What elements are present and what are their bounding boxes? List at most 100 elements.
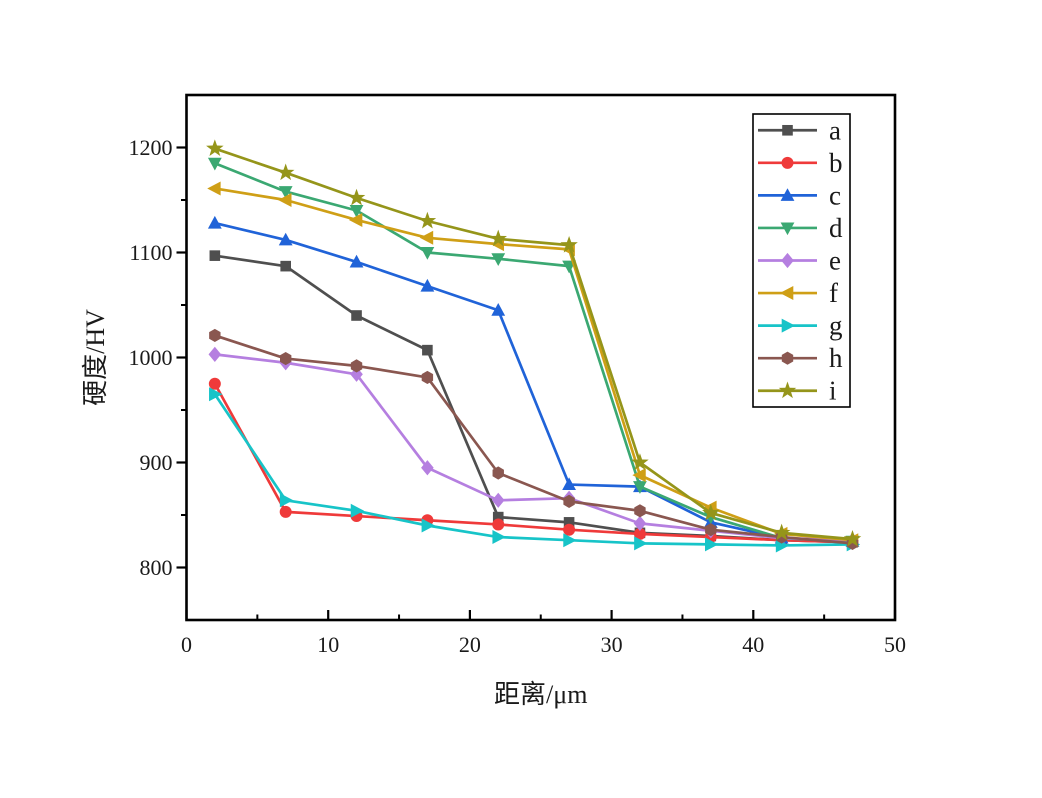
- legend-label-h: h: [829, 343, 843, 373]
- legend-item-c: c: [758, 180, 841, 210]
- y-axis-tick-label: 1000: [129, 345, 173, 370]
- triangle-right-marker: [563, 533, 577, 548]
- circle-marker: [208, 377, 221, 390]
- triangle-left-marker: [348, 212, 363, 227]
- legend-item-a: a: [758, 115, 841, 145]
- square-marker: [492, 511, 504, 523]
- y-axis-tick-label: 1200: [129, 135, 173, 160]
- legend-label-f: f: [829, 278, 838, 308]
- series-g: [209, 387, 861, 553]
- triangle-up-marker: [278, 232, 293, 246]
- legend-item-h: h: [758, 343, 843, 373]
- hexagon-marker: [350, 359, 363, 373]
- x-axis-tick-label: 40: [742, 632, 764, 657]
- legend-label-i: i: [829, 376, 837, 406]
- star-marker: [206, 139, 224, 156]
- diamond-marker: [781, 252, 794, 269]
- triangle-right-marker: [704, 537, 719, 552]
- hexagon-marker: [781, 351, 794, 365]
- x-axis-tick-label: 30: [601, 632, 623, 657]
- x-axis-tick-label: 20: [459, 632, 481, 657]
- diamond-marker: [491, 492, 505, 508]
- star-marker: [702, 503, 720, 521]
- triangle-right-marker: [781, 318, 796, 333]
- series-line-f: [214, 187, 853, 542]
- star-marker: [843, 529, 862, 547]
- circle-marker: [781, 156, 794, 169]
- triangle-left-marker: [278, 193, 292, 207]
- triangle-up-marker: [491, 303, 506, 316]
- triangle-left-marker: [779, 286, 794, 301]
- triangle-down-marker: [349, 205, 364, 218]
- x-axis-tick-label: 0: [181, 632, 192, 657]
- x-axis-tick-label: 10: [317, 632, 339, 657]
- hexagon-marker: [421, 370, 434, 385]
- legend-label-b: b: [829, 148, 843, 178]
- legend-item-e: e: [758, 246, 841, 276]
- x-axis-title: 距离/μm: [494, 680, 587, 709]
- y-axis-tick-label: 900: [140, 450, 173, 475]
- circle-marker: [492, 518, 505, 531]
- triangle-down-marker: [278, 186, 293, 199]
- star-marker: [418, 211, 437, 229]
- legend-label-c: c: [829, 180, 841, 210]
- series-h: [209, 328, 859, 550]
- diamond-marker: [633, 515, 647, 531]
- square-marker: [782, 124, 793, 136]
- legend-label-g: g: [829, 311, 843, 341]
- diamond-marker: [421, 460, 434, 476]
- triangle-up-marker: [780, 188, 795, 201]
- square-marker: [280, 260, 291, 272]
- square-marker: [351, 310, 362, 321]
- star-marker: [276, 163, 295, 181]
- star-marker: [778, 381, 797, 399]
- legend-item-i: i: [758, 376, 837, 406]
- triangle-left-marker: [207, 181, 221, 196]
- legend-label-e: e: [829, 246, 841, 276]
- triangle-right-marker: [421, 518, 435, 533]
- series-line-b: [213, 383, 853, 544]
- y-axis-title: 硬度/HV: [81, 309, 110, 406]
- circle-marker: [563, 523, 576, 536]
- triangle-left-marker: [419, 230, 434, 245]
- star-marker: [631, 453, 649, 470]
- legend-label-a: a: [829, 115, 841, 145]
- triangle-down-marker: [633, 481, 647, 494]
- y-axis-tick-label: 1100: [129, 240, 172, 265]
- hexagon-marker: [209, 328, 221, 343]
- triangle-up-marker: [420, 278, 435, 292]
- circle-marker: [633, 527, 646, 540]
- square-marker: [422, 344, 433, 356]
- y-axis-tick-label: 800: [140, 555, 173, 580]
- triangle-up-marker: [349, 254, 364, 268]
- series-line-i: [214, 147, 853, 541]
- triangle-right-marker: [634, 536, 648, 551]
- series-line-g: [213, 393, 853, 547]
- series-line-h: [214, 334, 853, 545]
- triangle-right-marker: [279, 493, 294, 508]
- triangle-right-marker: [209, 387, 223, 402]
- hexagon-marker: [705, 523, 717, 537]
- triangle-down-marker: [420, 247, 435, 260]
- star-marker: [560, 235, 578, 253]
- triangle-up-marker: [562, 477, 576, 491]
- square-marker: [209, 250, 221, 261]
- legend-label-d: d: [829, 213, 843, 243]
- hexagon-marker: [279, 351, 292, 366]
- triangle-left-marker: [632, 468, 646, 483]
- diamond-marker: [208, 346, 222, 362]
- hexagon-marker: [634, 504, 646, 518]
- star-marker: [347, 188, 366, 206]
- triangle-right-marker: [492, 530, 506, 545]
- star-marker: [489, 229, 507, 247]
- square-marker: [563, 517, 575, 528]
- triangle-right-marker: [350, 503, 365, 518]
- legend-item-b: b: [758, 148, 843, 178]
- series-line-c: [214, 221, 853, 543]
- x-axis-tick-label: 50: [884, 632, 906, 657]
- series-line-d: [214, 161, 853, 543]
- star-marker: [772, 523, 791, 541]
